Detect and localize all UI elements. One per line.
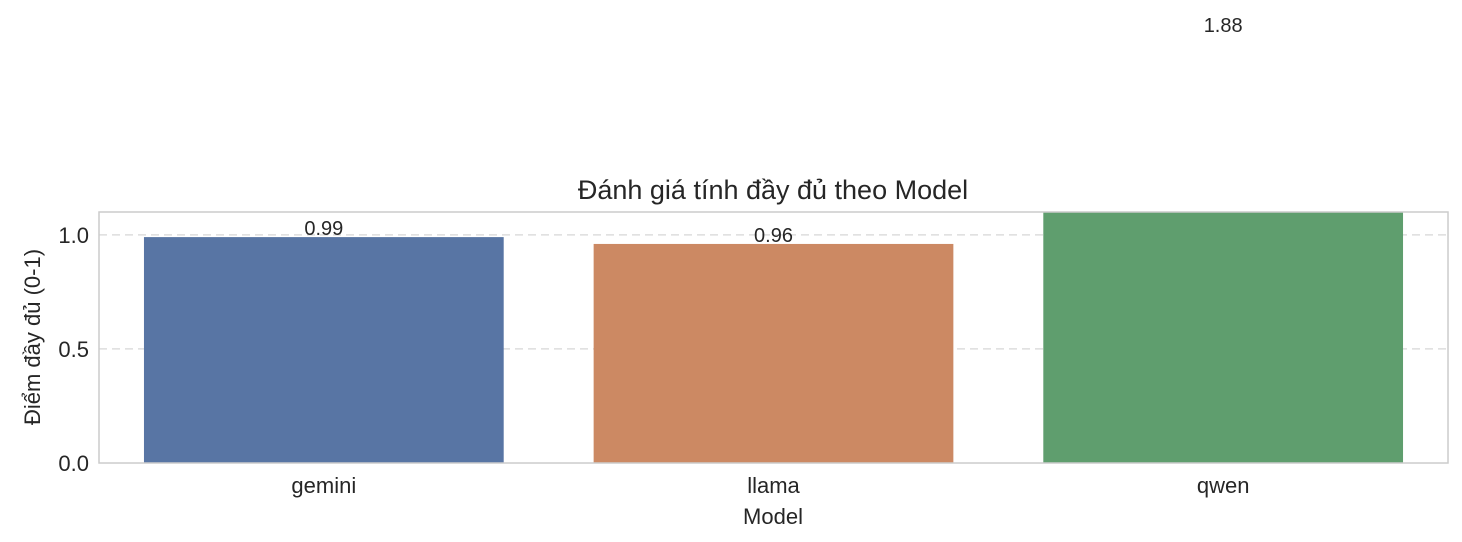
data-labels: 0.99 0.96 1.88 [304,15,1242,247]
chart-title: Đánh giá tính đầy đủ theo Model [578,175,968,205]
data-label-gemini: 0.99 [304,218,343,240]
y-tick-labels: 0.0 0.5 1.0 [58,223,89,476]
data-label-llama: 0.96 [754,225,793,247]
bar-qwen [1043,212,1404,463]
plot-frame [98,211,1449,464]
y-tick-label: 1.0 [58,223,89,248]
data-label-qwen: 1.88 [1204,15,1243,37]
y-tick-label: 0.0 [58,451,89,476]
x-tick-labels: gemini llama qwen [291,473,1249,498]
x-tick-label: qwen [1197,473,1250,498]
bar-gemini [143,237,504,463]
y-tick-label: 0.5 [58,337,89,362]
bars [143,212,1404,463]
x-axis-label: Model [743,504,803,529]
x-tick-label: llama [747,473,800,498]
x-tick-label: gemini [291,473,356,498]
y-axis-label: Điểm đầy đủ (0-1) [20,249,45,425]
bar-llama [593,243,954,463]
